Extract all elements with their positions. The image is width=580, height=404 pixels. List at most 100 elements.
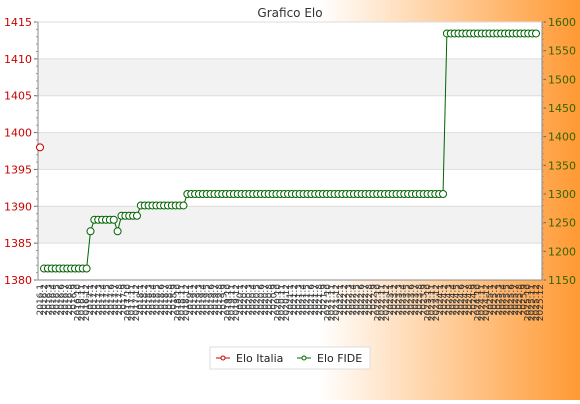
x-tick-label: 2019.9 (219, 284, 229, 316)
x-tick-label: 2023.7 (411, 284, 421, 316)
x-tick-label: 2024.9 (469, 284, 479, 316)
legend-marker (301, 355, 307, 361)
x-tick-label: 2025.10 (524, 284, 534, 321)
x-tick-label: 2018.11 (178, 284, 188, 321)
legend-marker (220, 355, 226, 361)
x-tick-label: 2018.4 (149, 284, 159, 316)
x-tick-label: 2019.8 (215, 284, 225, 316)
x-tick-label: 2023.9 (419, 284, 429, 316)
x-tick-label: 2023.1 (386, 284, 396, 316)
left-tick-label: 1400 (4, 127, 32, 140)
x-tick-label: 2017.8 (115, 284, 125, 316)
point-elo-italia (36, 143, 44, 152)
x-tick-label: 2019.12 (232, 284, 242, 321)
legend: Elo Italia Elo FIDE (209, 346, 371, 370)
x-tick-label: 2025.7 (511, 284, 521, 316)
right-tick-label: 1300 (548, 188, 576, 201)
x-tick-label: 2022.3 (344, 284, 354, 316)
x-tick-label: 2022.2 (340, 284, 350, 316)
x-tick-label: 2024.3 (444, 284, 454, 316)
left-tick-label: 1390 (4, 200, 32, 213)
x-tick-label: 2022.5 (353, 284, 363, 316)
x-tick-label: 2020.11 (278, 284, 288, 321)
left-tick-label: 1410 (4, 53, 32, 66)
plot-area: 1380 1385 1390 1395 1400 1405 1410 1415 1150 1200… (4, 16, 576, 321)
x-tick-label: 2022.6 (357, 284, 367, 316)
x-tick-label: 2016.4 (49, 284, 59, 316)
x-tick-label: 2025.3 (494, 284, 504, 316)
x-tick-label: 2021.3 (294, 284, 304, 316)
x-tick-label: 2016.12 (82, 284, 92, 321)
x-tick-label: 2023.10 (424, 284, 434, 321)
x-tick-label: 2017.4 (99, 284, 109, 316)
x-tick-label: 2024.1 (436, 284, 446, 316)
legend-label: Elo FIDE (317, 352, 362, 365)
x-tick-label: 2021.8 (315, 284, 325, 316)
x-tick-label: 2018.8 (165, 284, 175, 316)
x-tick-label: 2024.6 (457, 284, 467, 316)
x-tick-label: 2021.1 (286, 284, 296, 316)
x-tick-label: 2018.5 (153, 284, 163, 316)
left-tick-label: 1405 (4, 90, 32, 103)
right-tick-label: 1350 (548, 159, 576, 172)
x-tick-label: 2019.7 (211, 284, 221, 316)
x-tick-label: 2018.10 (174, 284, 184, 321)
x-tick-label: 2020.12 (282, 284, 292, 321)
x-tick-label: 2024.2 (440, 284, 450, 316)
x-tick-label: 2020.8 (265, 284, 275, 316)
x-tick-label: 2024.11 (478, 284, 488, 321)
x-tick-label: 2019.5 (203, 284, 213, 316)
x-tick-label: 2024.8 (465, 284, 475, 316)
left-tick-label: 1395 (4, 163, 32, 176)
x-tick-label: 2020.5 (253, 284, 263, 316)
right-tick-label: 1450 (548, 102, 576, 115)
x-tick-label: 2025.12 (532, 284, 542, 321)
x-tick-label: 2022.8 (365, 284, 375, 316)
x-tick-label: 2024.5 (453, 284, 463, 316)
x-tick-label: 2017.10 (124, 284, 134, 321)
x-tick-label: 2020.9 (269, 284, 279, 316)
x-tick-label: 2018.3 (144, 284, 154, 316)
x-tick-label: 2020.10 (274, 284, 284, 321)
x-tick-label: 2025.5 (503, 284, 513, 316)
x-tick-label: 2019.2 (190, 284, 200, 316)
left-tick-label: 1380 (4, 274, 32, 287)
x-tick-label: 2020.4 (249, 284, 259, 316)
grid-band (38, 132, 542, 170)
x-tick-label: 2020.1 (236, 284, 246, 316)
point-elo-fide (82, 264, 91, 273)
right-tick-label: 1250 (548, 217, 576, 230)
x-tick-label: 2021.11 (328, 284, 338, 321)
x-tick-label: 2016.7 (61, 284, 71, 316)
x-tick-label: 2023.2 (390, 284, 400, 316)
right-tick-label: 1150 (548, 274, 576, 287)
x-tick-label: 2017.7 (111, 284, 121, 316)
x-tick-label: 2025.6 (507, 284, 517, 316)
point-elo-fide (113, 227, 122, 236)
left-tick-label: 1415 (4, 16, 32, 29)
legend-box (209, 346, 371, 370)
x-tick-label: 2021.2 (290, 284, 300, 316)
x-tick-label: 2019.6 (207, 284, 217, 316)
x-tick-label: 2016.10 (74, 284, 84, 321)
x-tick-label: 2018.1 (136, 284, 146, 316)
x-tick-label: 2022.1 (336, 284, 346, 316)
x-tick-label: 2017.12 (132, 284, 142, 321)
x-tick-label: 2025.12 (536, 284, 546, 321)
legend-label: Elo Italia (236, 352, 283, 365)
point-elo-fide (532, 29, 540, 38)
point-elo-fide (109, 215, 118, 224)
x-tick-label: 2022.9 (369, 284, 379, 316)
x-tick-label: 2016.1 (36, 284, 46, 316)
x-tick-label: 2020.7 (261, 284, 271, 316)
left-tick-label: 1385 (4, 237, 32, 250)
x-tick-label: 2018.12 (182, 284, 192, 321)
x-tick-label: 2018.9 (169, 284, 179, 316)
x-tick-label: 2016.6 (57, 284, 67, 316)
x-tick-label: 2020.2 (240, 284, 250, 316)
x-tick-label: 2024.4 (449, 284, 459, 316)
x-tick-label: 2023.4 (399, 284, 409, 316)
x-tick-label: 2018.6 (157, 284, 167, 316)
right-tick-label: 1400 (548, 131, 576, 144)
